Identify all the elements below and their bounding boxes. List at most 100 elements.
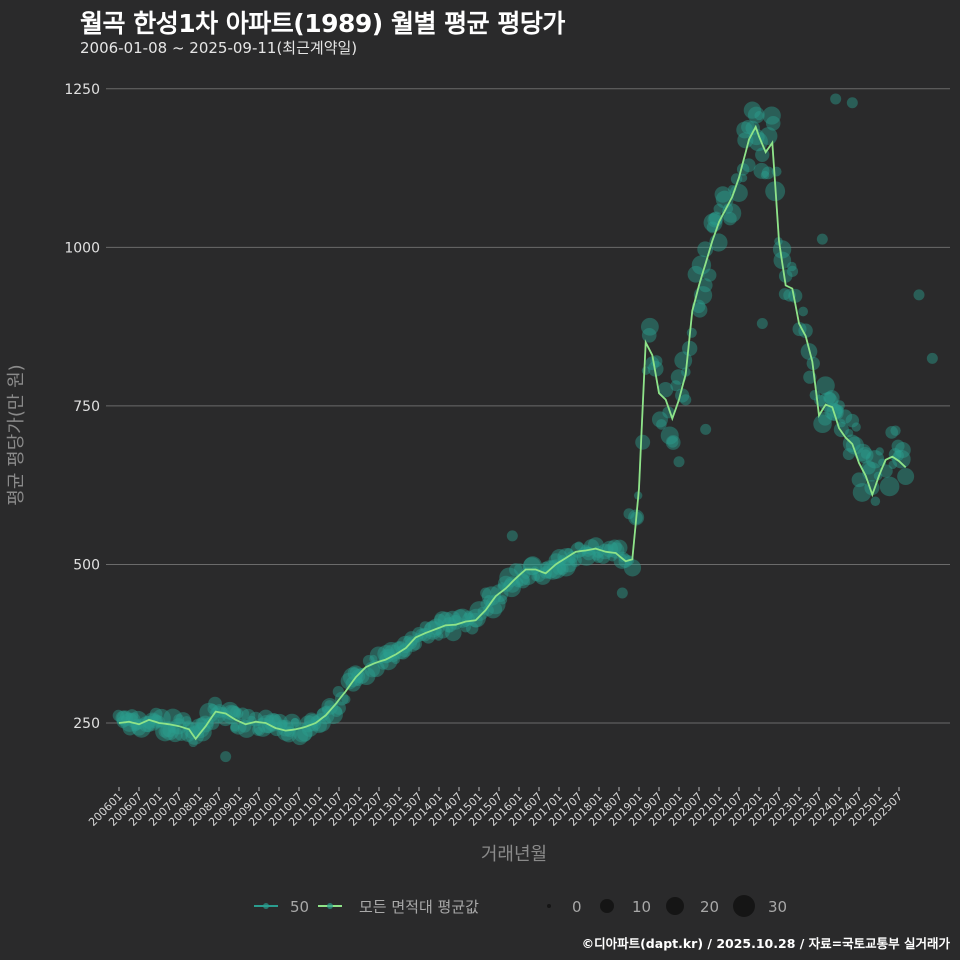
svg-text:50: 50 [290, 898, 309, 916]
data-bubble [745, 120, 760, 136]
data-bubble [741, 120, 755, 134]
y-tick-label: 500 [73, 557, 100, 573]
data-bubble [513, 577, 524, 588]
data-bubble [761, 166, 775, 180]
data-bubble [230, 722, 240, 732]
data-bubble [823, 391, 836, 405]
legend-item-average[interactable]: 모든 면적대 평균값 [318, 898, 479, 916]
svg-text:10: 10 [632, 898, 651, 916]
data-bubble [787, 261, 797, 272]
data-bubble [714, 186, 732, 203]
data-bubble [891, 439, 905, 453]
data-bubble [713, 203, 724, 215]
data-bubble [762, 106, 781, 125]
data-bubble [765, 116, 781, 131]
data-bubble [167, 724, 176, 733]
legend-size-20: 20 [666, 897, 719, 916]
data-bubble [347, 665, 364, 682]
data-bubble [296, 725, 313, 742]
data-bubble [540, 561, 551, 572]
data-bubble [424, 620, 442, 638]
data-bubble [772, 240, 792, 259]
data-bubble [521, 570, 531, 580]
legend-item-50[interactable]: 50 [254, 898, 309, 916]
data-bubble [834, 405, 844, 415]
data-bubble [635, 434, 651, 450]
data-bubble [926, 352, 938, 364]
data-bubble [419, 621, 431, 633]
data-bubble [342, 667, 363, 687]
y-tick-label: 250 [73, 716, 100, 732]
data-bubble [312, 713, 331, 732]
data-bubble [557, 563, 569, 575]
data-bubble [125, 709, 139, 722]
y-axis-ticks: 250 500 750 1000 1250 [64, 82, 100, 732]
data-bubble [665, 435, 681, 450]
data-bubble [152, 715, 165, 728]
data-bubble [591, 551, 601, 561]
data-bubble [641, 327, 657, 343]
data-bubble [482, 604, 494, 617]
data-bubble [870, 496, 881, 506]
data-bubble [851, 472, 867, 488]
chart-title: 월곡 한성1차 아파트(1989) 월별 평균 평당가 [80, 9, 565, 38]
data-bubble [237, 720, 256, 738]
data-bubble [205, 715, 220, 730]
data-bubble [220, 751, 232, 763]
data-bubble [499, 567, 520, 588]
data-bubble [263, 713, 283, 732]
data-bubble [268, 713, 281, 726]
data-bubble [369, 654, 378, 664]
data-bubble [304, 714, 322, 732]
data-bubble [860, 449, 871, 459]
data-bubble [277, 719, 295, 737]
data-bubble [162, 723, 176, 738]
data-bubble [398, 643, 413, 658]
data-bubble [657, 381, 674, 398]
data-bubble [264, 714, 281, 731]
data-bubble [330, 705, 343, 718]
data-bubble [623, 559, 642, 577]
data-bubble [184, 722, 201, 739]
data-bubble [613, 551, 631, 569]
data-bubble [826, 403, 844, 422]
data-bubble [845, 413, 860, 428]
data-bubble [574, 541, 584, 550]
data-bubble [448, 614, 463, 630]
data-bubble [158, 724, 172, 738]
data-bubble [464, 610, 474, 620]
data-bubble [209, 706, 227, 724]
data-bubble [798, 323, 813, 338]
data-bubble [208, 696, 222, 711]
data-bubble [542, 560, 563, 580]
data-bubble [616, 587, 628, 599]
data-bubble [404, 631, 420, 646]
data-bubble [548, 553, 564, 569]
bubble-layer [112, 93, 938, 763]
data-bubble [334, 691, 349, 706]
data-bubble [276, 722, 296, 741]
data-bubble [167, 726, 183, 743]
data-bubble [212, 704, 227, 719]
data-bubble [340, 672, 358, 690]
data-bubble [837, 419, 846, 428]
data-bubble [640, 317, 659, 336]
data-bubble [155, 721, 176, 742]
data-bubble [550, 549, 568, 567]
data-bubble [565, 551, 579, 564]
data-bubble [220, 701, 239, 720]
data-bubble [778, 269, 793, 283]
data-bubble [311, 717, 327, 734]
data-bubble [890, 425, 901, 436]
data-bubble [485, 594, 506, 615]
data-bubble [254, 726, 263, 735]
data-bubble [729, 183, 748, 202]
series-50-line [118, 125, 907, 741]
data-bubble [316, 708, 330, 721]
y-tick-label: 1000 [64, 240, 100, 256]
data-bubble [682, 340, 698, 357]
data-bubble [341, 694, 351, 704]
data-bubble [477, 606, 487, 616]
data-bubble [856, 446, 874, 464]
data-bubble [199, 702, 220, 723]
